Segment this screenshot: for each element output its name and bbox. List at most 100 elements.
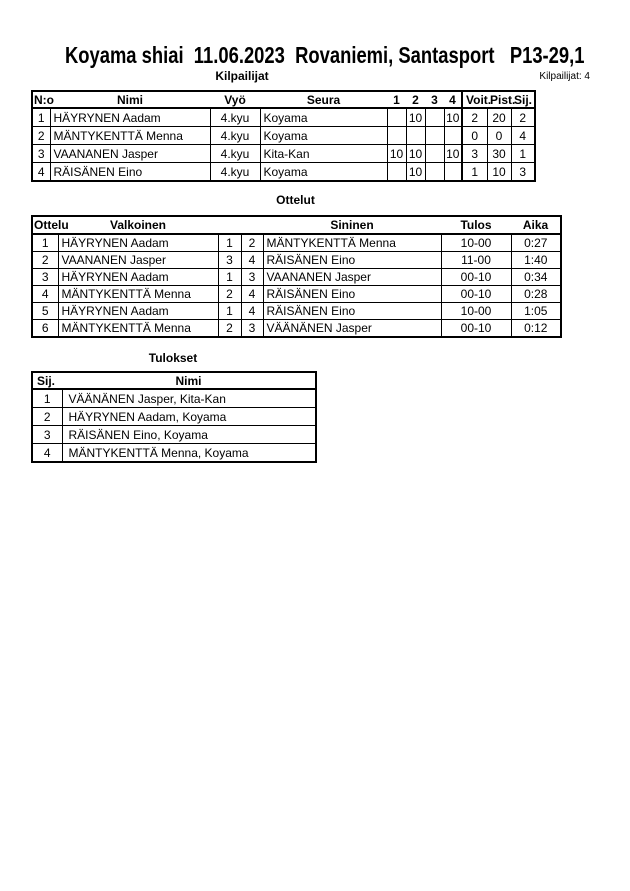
cell-blue-name: MÄNTYKENTTÄ Menna bbox=[262, 233, 442, 252]
col-header-nro: N:o bbox=[32, 90, 54, 109]
col-header-bnum bbox=[241, 215, 263, 235]
cell-blue-name: RÄISÄNEN Eino bbox=[262, 302, 442, 320]
cell-tulos: 00-10 bbox=[440, 268, 512, 286]
cell-round-2 bbox=[405, 126, 426, 145]
results-header-row: Sij. Nimi bbox=[32, 371, 316, 390]
cell-seura: Kita-Kan bbox=[259, 144, 388, 163]
cell-sij: 1 bbox=[510, 144, 536, 163]
cell-white-num: 1 bbox=[217, 268, 242, 286]
cell-blue-name: VAANANEN Jasper bbox=[262, 268, 442, 286]
col-header-round-2: 2 bbox=[406, 90, 425, 109]
section-title-tulokset: Tulokset bbox=[148, 351, 198, 365]
result-row: 1 VÄÄNÄNEN Jasper, Kita-Kan bbox=[31, 388, 317, 408]
cell-blue-num: 4 bbox=[240, 285, 264, 303]
col-header-round-4: 4 bbox=[444, 90, 462, 109]
match-row: 6 MÄNTYKENTTÄ Menna 2 3 VÄÄNÄNEN Jasper … bbox=[31, 319, 562, 338]
col-header-nimi: Nimi bbox=[62, 371, 316, 390]
cell-blue-name: VÄÄNÄNEN Jasper bbox=[262, 319, 442, 338]
cell-nro: 2 bbox=[31, 126, 51, 145]
cell-voit: 1 bbox=[461, 162, 488, 182]
cell-nro: 1 bbox=[31, 107, 51, 127]
cell-white-name: MÄNTYKENTTÄ Menna bbox=[57, 285, 219, 303]
section-title-ottelut: Ottelut bbox=[276, 193, 315, 207]
cell-nimi: RÄISÄNEN Eino, Koyama bbox=[61, 425, 317, 444]
cell-blue-num: 4 bbox=[240, 251, 264, 269]
cell-match-no: 3 bbox=[31, 268, 59, 286]
cell-round-4 bbox=[443, 162, 463, 182]
cell-blue-num: 2 bbox=[240, 233, 264, 252]
match-row: 2 VAANANEN Jasper 3 4 RÄISÄNEN Eino 11-0… bbox=[31, 251, 562, 269]
cell-round-2: 10 bbox=[405, 107, 426, 127]
cell-vyo: 4.kyu bbox=[209, 107, 261, 127]
cell-white-name: MÄNTYKENTTÄ Menna bbox=[57, 319, 219, 338]
cell-seura: Koyama bbox=[259, 107, 388, 127]
cell-voit: 3 bbox=[461, 144, 488, 163]
match-row: 3 HÄYRYNEN Aadam 1 3 VAANANEN Jasper 00-… bbox=[31, 268, 562, 286]
cell-nimi: VAANANEN Jasper bbox=[49, 144, 211, 163]
cell-vyo: 4.kyu bbox=[209, 162, 261, 182]
cell-match-no: 4 bbox=[31, 285, 59, 303]
cell-round-3 bbox=[424, 126, 445, 145]
cell-pist: 10 bbox=[486, 162, 512, 182]
cell-aika: 0:27 bbox=[510, 233, 562, 252]
cell-tulos: 10-00 bbox=[440, 302, 512, 320]
cell-sij: 3 bbox=[510, 162, 536, 182]
cell-nimi: RÄISÄNEN Eino bbox=[49, 162, 211, 182]
cell-round-2: 10 bbox=[405, 162, 426, 182]
col-header-tulos: Tulos bbox=[441, 215, 511, 235]
cell-white-name: HÄYRYNEN Aadam bbox=[57, 233, 219, 252]
col-header-round-3: 3 bbox=[425, 90, 444, 109]
cell-tulos: 11-00 bbox=[440, 251, 512, 269]
col-header-pist: Pist. bbox=[487, 90, 515, 109]
cell-pist: 30 bbox=[486, 144, 512, 163]
cell-round-3 bbox=[424, 107, 445, 127]
competitors-header-row: N:o Nimi Vyö Seura 1 2 3 4 Voit. Pist. S… bbox=[32, 90, 535, 109]
cell-vyo: 4.kyu bbox=[209, 144, 261, 163]
cell-aika: 0:28 bbox=[510, 285, 562, 303]
cell-white-num: 2 bbox=[217, 319, 242, 338]
cell-round-4: 10 bbox=[443, 107, 463, 127]
cell-round-2: 10 bbox=[405, 144, 426, 163]
cell-pist: 20 bbox=[486, 107, 512, 127]
cell-aika: 0:34 bbox=[510, 268, 562, 286]
col-header-ottelu: Ottelu bbox=[32, 215, 69, 235]
cell-tulos: 10-00 bbox=[440, 233, 512, 252]
col-header-sininen: Sininen bbox=[263, 215, 441, 235]
cell-nro: 3 bbox=[31, 144, 51, 163]
col-header-nimi: Nimi bbox=[50, 90, 210, 109]
cell-seura: Koyama bbox=[259, 126, 388, 145]
cell-match-no: 6 bbox=[31, 319, 59, 338]
cell-round-1 bbox=[386, 126, 407, 145]
cell-sij: 2 bbox=[31, 407, 63, 426]
cell-tulos: 00-10 bbox=[440, 285, 512, 303]
results-table: Sij. Nimi 1 VÄÄNÄNEN Jasper, Kita-Kan 2 … bbox=[31, 371, 317, 463]
cell-nimi: HÄYRYNEN Aadam bbox=[49, 107, 211, 127]
cell-sij: 3 bbox=[31, 425, 63, 444]
col-header-sij: Sij. bbox=[32, 371, 62, 390]
col-header-sij: Sij. bbox=[511, 90, 535, 109]
competitor-row: 3 VAANANEN Jasper 4.kyu Kita-Kan 10 10 1… bbox=[31, 144, 536, 163]
cell-aika: 1:05 bbox=[510, 302, 562, 320]
cell-blue-num: 4 bbox=[240, 302, 264, 320]
competitor-row: 1 HÄYRYNEN Aadam 4.kyu Koyama 10 10 2 20… bbox=[31, 107, 536, 127]
cell-blue-num: 3 bbox=[240, 268, 264, 286]
section-title-kilpailijat: Kilpailijat bbox=[215, 69, 269, 83]
cell-round-1: 10 bbox=[386, 144, 407, 163]
cell-aika: 0:12 bbox=[510, 319, 562, 338]
cell-round-4 bbox=[443, 126, 463, 145]
cell-seura: Koyama bbox=[259, 162, 388, 182]
result-row: 4 MÄNTYKENTTÄ Menna, Koyama bbox=[31, 443, 317, 463]
competitor-row: 2 MÄNTYKENTTÄ Menna 4.kyu Koyama 0 0 4 bbox=[31, 126, 536, 145]
cell-pist: 0 bbox=[486, 126, 512, 145]
match-row: 5 HÄYRYNEN Aadam 1 4 RÄISÄNEN Eino 10-00… bbox=[31, 302, 562, 320]
cell-blue-name: RÄISÄNEN Eino bbox=[262, 251, 442, 269]
cell-tulos: 00-10 bbox=[440, 319, 512, 338]
col-header-vyo: Vyö bbox=[210, 90, 260, 109]
competitors-count: Kilpailijat: 4 bbox=[539, 71, 590, 82]
cell-nimi: MÄNTYKENTTÄ Menna, Koyama bbox=[61, 443, 317, 463]
col-header-voit: Voit. bbox=[461, 90, 491, 109]
col-header-seura: Seura bbox=[260, 90, 387, 109]
cell-round-4: 10 bbox=[443, 144, 463, 163]
cell-match-no: 5 bbox=[31, 302, 59, 320]
cell-white-name: VAANANEN Jasper bbox=[57, 251, 219, 269]
